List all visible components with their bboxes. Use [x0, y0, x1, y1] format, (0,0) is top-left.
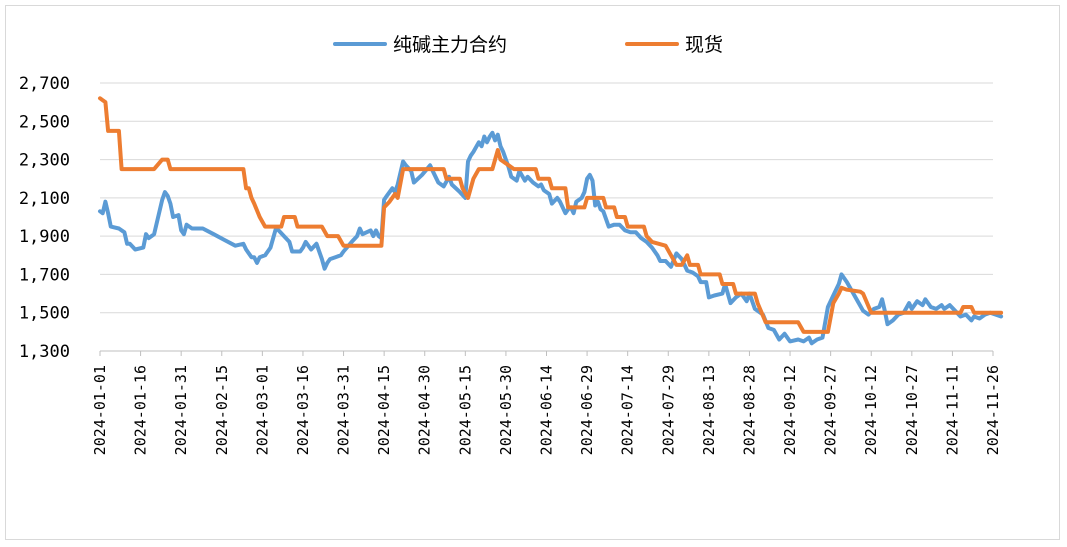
- x-tick-label: 2024-03-31: [335, 365, 353, 455]
- x-tick-label: 2024-01-16: [132, 365, 150, 455]
- y-tick-label: 2,500: [19, 112, 70, 132]
- y-axis-ticks: 1,300 1,500 1,700 1,900 2,100 2,300 2,500 2,700: [19, 74, 70, 362]
- x-tick-label: 2024-10-27: [903, 365, 921, 455]
- y-tick-label: 1,700: [19, 265, 70, 285]
- x-tick-label: 2024-05-30: [497, 365, 515, 455]
- legend: 纯碱主力合约 现货: [333, 34, 723, 56]
- x-tick-label: 2024-11-11: [943, 365, 961, 455]
- x-tick-label: 2024-09-12: [781, 365, 799, 455]
- y-tick-label: 1,300: [19, 342, 70, 362]
- x-axis-ticks: 2024-01-01 2024-01-16 2024-01-31 2024-02-15…: [91, 351, 1002, 455]
- x-tick-label: 2024-07-14: [619, 365, 637, 455]
- x-tick-label: 2024-04-15: [375, 365, 393, 455]
- series-lines: [98, 96, 1004, 346]
- chart-frame: [5, 5, 1060, 540]
- y-tick-label: 2,700: [19, 74, 70, 94]
- x-tick-label: 2024-03-01: [253, 365, 271, 455]
- x-tick-label: 2024-01-01: [91, 365, 109, 455]
- legend-label-2: 现货: [685, 34, 723, 56]
- x-tick-label: 2024-11-26: [984, 365, 1002, 455]
- x-tick-label: 2024-09-27: [822, 365, 840, 455]
- x-tick-label: 2024-05-15: [456, 365, 474, 455]
- y-tick-label: 1,900: [19, 227, 70, 247]
- x-tick-label: 2024-08-28: [740, 365, 758, 455]
- x-tick-label: 2024-07-29: [659, 365, 677, 455]
- series-line-1: [98, 130, 1004, 346]
- legend-label-1: 纯碱主力合约: [393, 34, 507, 56]
- x-tick-label: 2024-01-31: [172, 365, 190, 455]
- series-line-2: [98, 96, 1004, 334]
- x-tick-label: 2024-08-13: [700, 365, 718, 455]
- x-tick-label: 2024-06-14: [538, 365, 556, 455]
- y-tick-label: 2,300: [19, 151, 70, 171]
- x-tick-label: 2024-06-29: [578, 365, 596, 455]
- x-tick-label: 2024-03-16: [294, 365, 312, 455]
- x-tick-label: 2024-02-15: [213, 365, 231, 455]
- x-tick-label: 2024-10-12: [862, 365, 880, 455]
- gridlines: [100, 82, 993, 314]
- y-tick-label: 2,100: [19, 189, 70, 209]
- x-tick-label: 2024-04-30: [416, 365, 434, 455]
- y-tick-label: 1,500: [19, 304, 70, 324]
